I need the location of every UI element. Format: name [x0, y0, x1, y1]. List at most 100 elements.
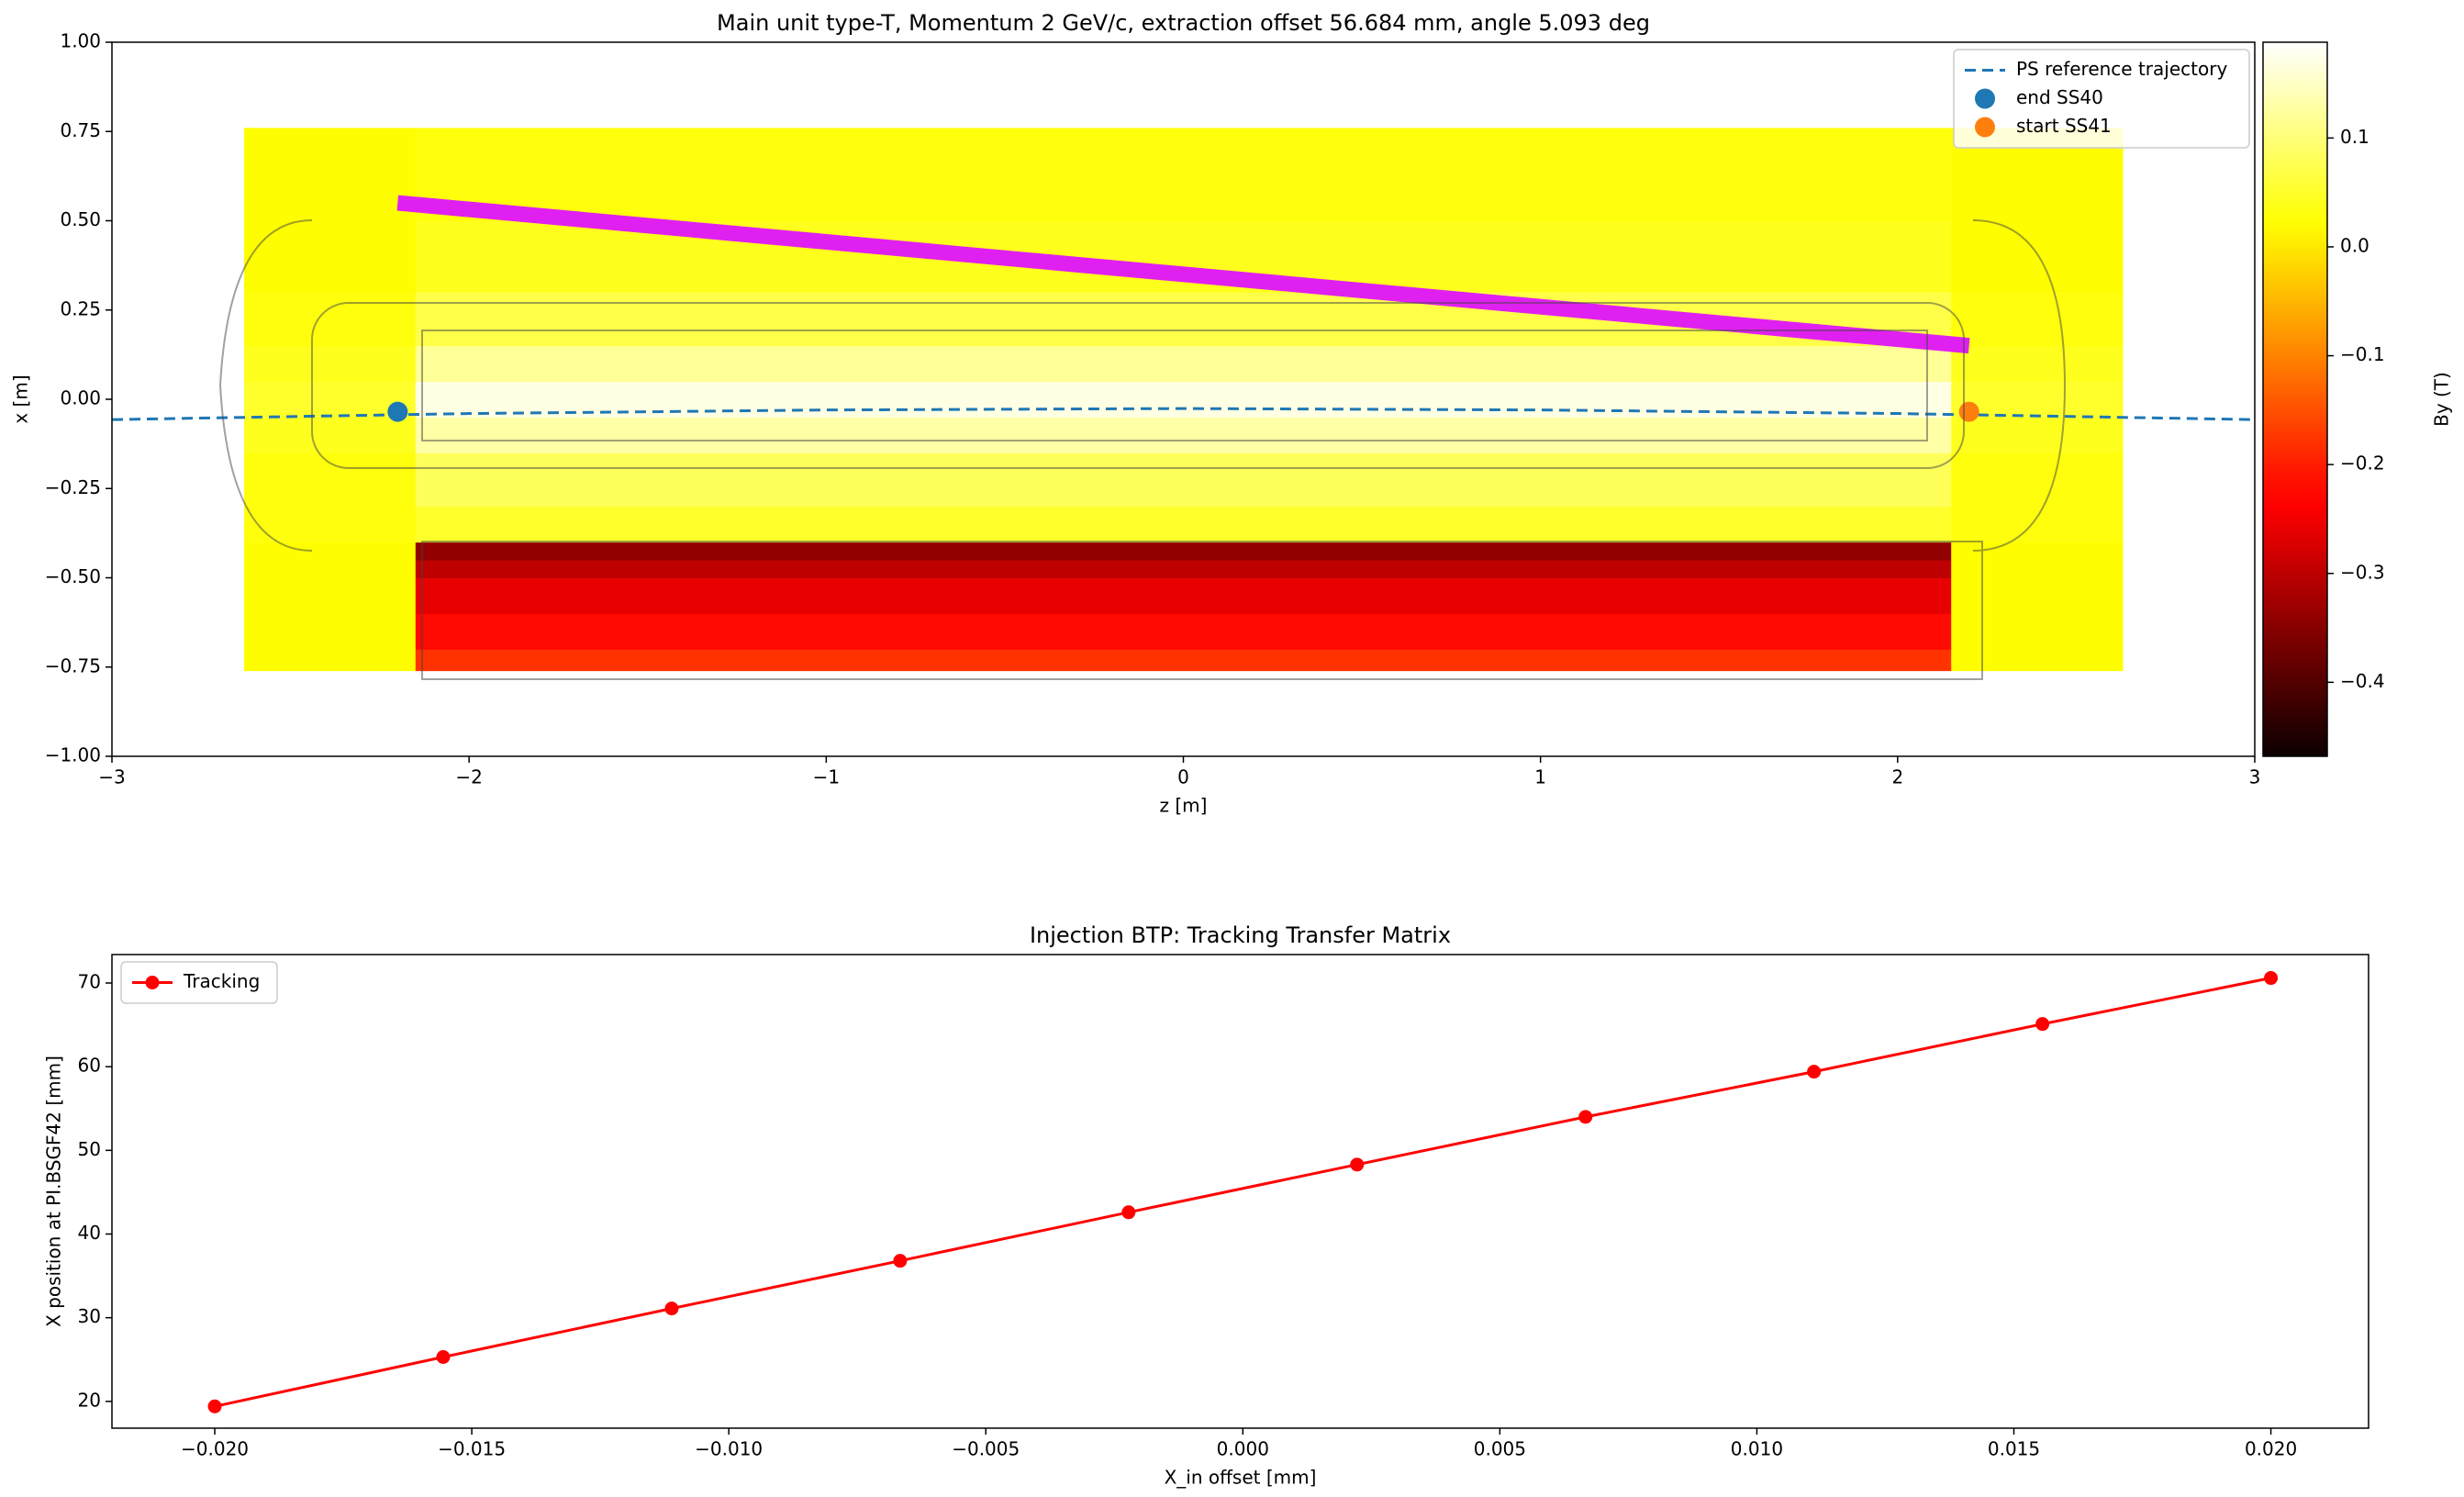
colorbar-tick-label: 0.0: [2340, 234, 2369, 256]
marker: [2264, 971, 2279, 986]
field-cell: [243, 613, 417, 650]
y-tick-label: 0.75: [60, 119, 101, 141]
series-line: [214, 977, 2271, 1408]
marker: [207, 1399, 222, 1413]
field-cell: [1951, 649, 2124, 672]
field-cell: [243, 128, 417, 221]
chart-title: Injection BTP: Tracking Transfer Matrix: [1030, 922, 1451, 948]
x-tick-label: 0.015: [1988, 1438, 2040, 1460]
x-tick-label: −0.015: [438, 1438, 506, 1460]
y-tick-label: −1.00: [45, 744, 101, 766]
field-cell: [1951, 613, 2124, 650]
marker: [387, 401, 408, 422]
colorbar-label: By (T): [2431, 372, 2453, 427]
field-cell: [415, 345, 1952, 383]
series-line: [396, 195, 1970, 354]
marker: [436, 1350, 451, 1365]
x-tick-label: 0.000: [1217, 1438, 1269, 1460]
marker: [893, 1254, 908, 1268]
x-tick-label: −2: [455, 766, 482, 788]
field-cell: [415, 613, 1952, 650]
y-tick-label: 0.50: [60, 208, 101, 230]
x-tick-label: 2: [1891, 766, 1903, 788]
marker: [1958, 401, 1979, 422]
legend-box: [1953, 49, 2250, 149]
y-tick-label: 20: [78, 1389, 101, 1411]
marker: [1807, 1065, 1822, 1079]
y-tick-label: 1.00: [60, 30, 101, 52]
field-cell: [1951, 417, 2124, 453]
legend-label: start SS41: [2016, 115, 2112, 137]
field-cell: [243, 417, 417, 453]
field-cell: [1951, 506, 2124, 543]
legend-box: [120, 961, 278, 1004]
y-tick-label: −0.75: [45, 654, 101, 676]
marker: [664, 1301, 679, 1316]
field-cell: [415, 577, 1952, 614]
field-cell: [415, 506, 1952, 543]
legend-label: Tracking: [183, 970, 260, 992]
x-axis-label: z [m]: [1160, 795, 1208, 817]
x-tick-label: −0.005: [952, 1438, 1020, 1460]
legend-label: PS reference trajectory: [2016, 58, 2227, 80]
y-axis-label: x [m]: [10, 374, 32, 423]
field-cell: [415, 452, 1952, 508]
y-axis-label: X position at PI.BSGF42 [mm]: [43, 1056, 65, 1327]
marker: [1350, 1157, 1365, 1172]
field-cell: [1951, 345, 2124, 383]
field-cell: [243, 506, 417, 543]
x-tick-label: 0: [1177, 766, 1189, 788]
y-tick-label: −0.25: [45, 476, 101, 498]
field-cell: [415, 417, 1952, 453]
legend-marker: [145, 976, 160, 989]
field-cell: [415, 560, 1952, 578]
colorbar-tick-label: −0.2: [2340, 452, 2385, 475]
field-cell: [243, 292, 417, 347]
field-cell: [1951, 381, 2124, 418]
field-cell: [1951, 292, 2124, 347]
x-tick-label: −0.020: [181, 1438, 249, 1460]
field-cell: [1951, 577, 2124, 614]
field-cell: [1951, 452, 2124, 508]
marker: [1578, 1110, 1593, 1124]
series-line: [112, 407, 2255, 421]
field-cell: [243, 560, 417, 578]
y-tick-label: 0.00: [60, 387, 101, 409]
x-tick-label: −3: [98, 766, 125, 788]
field-cell: [1951, 560, 2124, 578]
y-tick-label: 60: [78, 1055, 101, 1077]
colorbar-tick-label: −0.3: [2340, 561, 2385, 583]
field-cell: [415, 542, 1952, 561]
legend-marker: [1975, 88, 1995, 109]
x-tick-label: 1: [1534, 766, 1546, 788]
field-cell: [415, 649, 1952, 672]
marker: [1121, 1205, 1136, 1220]
field-cell: [243, 381, 417, 418]
chart-title: Main unit type-T, Momentum 2 GeV/c, extr…: [717, 10, 1650, 36]
colorbar-tick-label: −0.4: [2340, 670, 2385, 692]
y-tick-label: 0.25: [60, 297, 101, 319]
y-tick-label: 40: [78, 1222, 101, 1244]
y-tick-label: 70: [78, 970, 101, 992]
x-tick-label: −0.010: [695, 1438, 763, 1460]
x-tick-label: 0.020: [2245, 1438, 2297, 1460]
colorbar-tick-label: 0.1: [2340, 126, 2369, 148]
field-cell: [415, 128, 1952, 221]
x-tick-label: 0.005: [1474, 1438, 1526, 1460]
plot-area: [207, 971, 2279, 1413]
axes-frame: [111, 954, 2369, 1429]
x-tick-label: −1: [813, 766, 840, 788]
drawing-backdrop: [218, 219, 2067, 680]
legend-marker: [1975, 117, 1995, 138]
field-cell: [1951, 542, 2124, 561]
field-cell: [243, 345, 417, 383]
field-cell: [243, 542, 417, 561]
x-axis-label: X_in offset [mm]: [1165, 1467, 1317, 1489]
colorbar: [2262, 41, 2328, 757]
field-cell: [243, 452, 417, 508]
field-cell: [243, 649, 417, 672]
y-tick-label: −0.50: [45, 565, 101, 587]
legend-label: end SS40: [2016, 86, 2103, 108]
y-tick-label: 30: [78, 1305, 101, 1327]
